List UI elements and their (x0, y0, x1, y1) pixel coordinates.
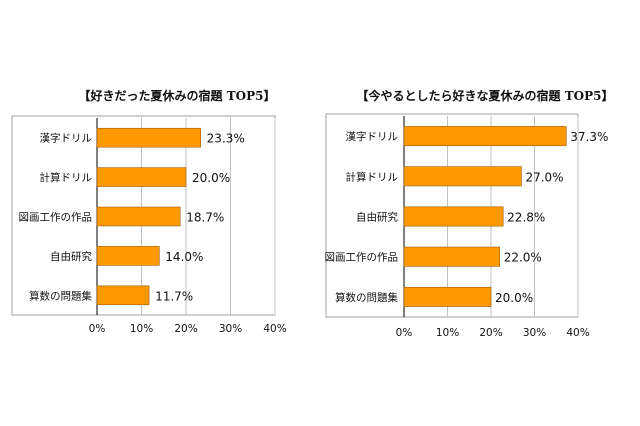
data-label: 22.0% (504, 251, 542, 265)
x-tick-label: 40% (566, 327, 589, 339)
x-tick-label: 10% (436, 327, 459, 339)
chart-1: 【好きだった夏休みの宿題 TOP5】漢字ドリル 23.3% 計算ドリル 20.0% 図画… (11, 88, 287, 335)
category-label: 漢字ドリル (40, 132, 93, 145)
chart-title: 【好きだった夏休みの宿題 TOP5】 (79, 88, 276, 103)
x-tick-label: 10% (130, 323, 153, 335)
category-label: 漢字ドリル (346, 130, 399, 143)
category-label: 算数の問題集 (335, 291, 398, 304)
category-label: 自由研究 (356, 211, 398, 224)
category-label: 自由研究 (50, 250, 92, 263)
category-label: 計算ドリル (40, 171, 93, 184)
data-label: 22.8% (507, 211, 545, 225)
chart-2: 【今やるとしたら好きな夏休みの宿題 TOP5】漢字ドリル 37.3% 計算ドリル 27… (325, 88, 614, 339)
x-tick-label: 20% (479, 327, 502, 339)
category-label: 図画工作の作品 (325, 252, 399, 264)
category-label: 図画工作の作品 (19, 212, 93, 224)
data-label: 37.3% (570, 130, 608, 144)
x-tick-label: 0% (396, 327, 413, 339)
data-label: 23.3% (207, 132, 245, 146)
chart-title: 【今やるとしたら好きな夏休みの宿題 TOP5】 (357, 88, 614, 103)
x-tick-label: 20% (174, 323, 197, 335)
category-label: 算数の問題集 (29, 289, 92, 302)
data-label: 27.0% (525, 170, 563, 184)
bar (403, 126, 567, 147)
x-tick-label: 30% (523, 327, 546, 339)
bar (403, 246, 500, 267)
bar (96, 167, 187, 187)
bar (403, 286, 492, 307)
data-label: 20.0% (192, 171, 230, 185)
data-label: 18.7% (186, 211, 224, 225)
bar (96, 127, 201, 148)
data-label: 11.7% (155, 289, 193, 303)
bar (96, 246, 160, 266)
data-label: 20.0% (495, 291, 533, 305)
data-label: 14.0% (165, 250, 203, 264)
bar (403, 166, 522, 187)
x-tick-label: 0% (89, 323, 106, 335)
x-tick-label: 40% (263, 323, 286, 335)
bar (96, 206, 181, 227)
category-label: 計算ドリル (346, 170, 399, 183)
bar (96, 285, 150, 306)
x-tick-label: 30% (219, 323, 242, 335)
bar (403, 206, 504, 227)
